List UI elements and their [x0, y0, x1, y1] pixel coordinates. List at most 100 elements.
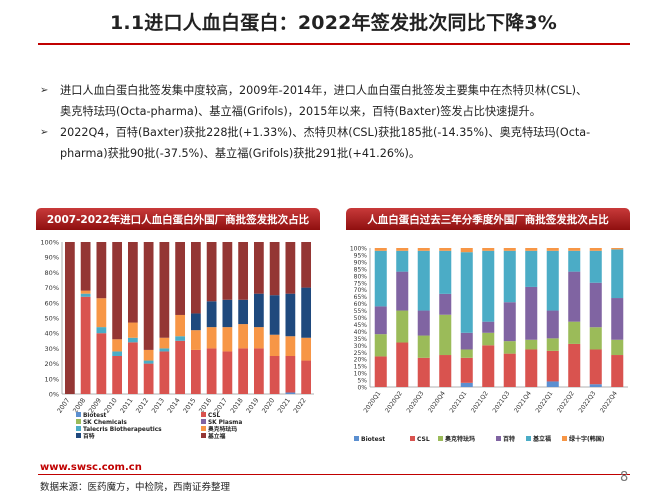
- bar-segment-基立福: [64, 242, 75, 394]
- bar-segment-百特: [190, 313, 201, 331]
- x-tick-label: 2022Q2: [556, 390, 576, 414]
- y-tick-label: 55%: [354, 308, 368, 315]
- bar-segment-基立福: [159, 242, 170, 338]
- bar-segment-biotest: [460, 382, 473, 387]
- y-tick-label: 30%: [45, 345, 59, 353]
- x-tick-label: 2012: [134, 397, 150, 415]
- y-tick-label: 85%: [354, 266, 368, 273]
- y-tick-label: 10%: [45, 375, 59, 383]
- x-tick-label: 2007: [55, 397, 71, 415]
- bar-segment-奥克特珐玛: [301, 337, 312, 361]
- bar-segment-talecris-biotherapeutics: [112, 351, 123, 356]
- y-tick-label: 20%: [45, 360, 59, 368]
- bullet-item-2: ➢ 2022Q4，百特(Baxter)获批228批(+1.33%)、杰特贝林(C…: [40, 122, 640, 164]
- bar-segment-基立福: [238, 242, 249, 300]
- bar-segment-奥克特珐玛: [253, 327, 264, 349]
- page-number: 8: [620, 470, 629, 485]
- chart-1-plot: 0%10%20%30%40%50%60%70%80%90%100%2007 200…: [40, 239, 314, 440]
- x-tick-label: 2019: [244, 397, 260, 415]
- y-tick-label: 40%: [45, 330, 59, 338]
- bar-segment-百特: [396, 271, 409, 311]
- bar-segment-csl: [374, 356, 387, 387]
- bar-segment-奥克特珐玛: [417, 335, 430, 358]
- bar-segment-csl: [568, 343, 581, 387]
- bar-segment-csl: [112, 356, 123, 394]
- bar-segment-奥克特珐玛: [503, 341, 516, 354]
- arrow-bullet-icon: ➢: [40, 127, 49, 138]
- legend-label: 基立福: [532, 435, 551, 443]
- bar-segment-talecris-biotherapeutics: [143, 360, 154, 364]
- bar-segment-基立福: [439, 250, 452, 294]
- y-tick-label: 80%: [45, 269, 59, 277]
- legend-label: CSL: [208, 413, 221, 419]
- bar-segment-talecris-biotherapeutics: [175, 336, 186, 341]
- y-tick-label: 10%: [354, 371, 368, 378]
- x-tick-label: 2020Q3: [406, 390, 426, 414]
- y-tick-label: 70%: [45, 284, 59, 292]
- bar-segment-talecris-biotherapeutics: [127, 337, 138, 343]
- y-tick-label: 25%: [354, 350, 368, 357]
- y-tick-label: 35%: [354, 336, 368, 343]
- y-tick-label: 40%: [354, 329, 368, 336]
- bar-segment-奥克特珐玛: [96, 298, 107, 328]
- bar-segment-奥克特珐玛: [374, 334, 387, 357]
- bar-segment-绿十字-韩国-: [611, 248, 624, 250]
- bar-segment-百特: [374, 306, 387, 335]
- bar-segment-基立福: [417, 250, 430, 311]
- arrow-bullet-icon: ➢: [40, 85, 49, 96]
- bar-segment-csl: [482, 345, 495, 387]
- x-tick-label: 2021Q3: [492, 390, 512, 414]
- bullet-text-1: 进口人血白蛋白批签发集中度较高，2009年-2014年，进口人血白蛋白批签发主要…: [60, 80, 640, 122]
- bar-segment-基立福: [222, 242, 233, 300]
- x-tick-label: 2020Q2: [384, 390, 404, 414]
- bar-segment-csl: [396, 342, 409, 387]
- bar-segment-奥克特珐玛: [175, 314, 186, 337]
- y-tick-label: 95%: [354, 252, 368, 259]
- bar-segment-奥克特珐玛: [190, 330, 201, 350]
- bar-segment-基立福: [589, 250, 602, 283]
- x-tick-label: 2009: [87, 397, 103, 415]
- y-tick-label: 45%: [354, 322, 368, 329]
- bar-segment-绿十字-韩国-: [503, 248, 516, 251]
- chart-annual-share: 2007-2022年进口人血白蛋白外国厂商批签发批次占比 0% 10% 20% 30%…: [36, 208, 320, 454]
- bar-segment-百特: [611, 298, 624, 340]
- legend-swatch: [201, 419, 206, 424]
- slide-title: 1.1进口人血白蛋白：2022年签发批次同比下降3%: [110, 11, 557, 34]
- bar-segment-基立福: [175, 242, 186, 315]
- chart-2-plot: 0%5%10%15%20%25%30%35%40%45%50%55%60%65%…: [350, 246, 628, 443]
- bar-segment-biotest: [589, 384, 602, 387]
- legend-label: 奥克特珐玛: [445, 435, 475, 443]
- x-tick-label: 2010: [103, 397, 119, 415]
- bar-segment-基立福: [611, 249, 624, 299]
- bar-segment-基立福: [396, 250, 409, 272]
- bar-segment-基立福: [525, 250, 538, 287]
- legend-label: SK Plasma: [208, 420, 242, 426]
- bar-segment-百特: [253, 293, 264, 328]
- bar-segment-奥克特珐玛: [112, 339, 123, 352]
- x-tick-label: 2020Q1: [363, 390, 383, 414]
- bullet-2-line-2: pharma)获批90批(-37.5%)、基立福(Grifols)获批291批(…: [60, 147, 421, 160]
- x-tick-label: 2017: [213, 397, 229, 415]
- y-tick-label: 0%: [357, 385, 367, 392]
- bar-segment-基立福: [269, 242, 280, 296]
- x-tick-label: 2022Q1: [535, 390, 555, 414]
- bar-segment-基立福: [301, 242, 312, 288]
- bar-segment-csl: [80, 296, 91, 394]
- y-tick-label: 90%: [45, 254, 59, 262]
- bar-segment-百特: [417, 310, 430, 336]
- bar-segment-奥克特珐玛: [238, 324, 249, 349]
- bullet-2-line-1: 2022Q4，百特(Baxter)获批228批(+1.33%)、杰特贝林(CSL…: [60, 126, 591, 139]
- bar-segment-基立福: [96, 242, 107, 299]
- legend-label: SK Chemicals: [83, 420, 127, 426]
- legend-label: CSL: [417, 436, 430, 443]
- footer-divider: [38, 474, 630, 475]
- bar-segment-talecris-biotherapeutics: [159, 348, 170, 352]
- x-tick-label: 2013: [150, 397, 166, 415]
- x-tick-label: 2016: [197, 397, 213, 415]
- bar-segment-绿十字-韩国-: [482, 248, 495, 251]
- bullet-list: ➢ 进口人血白蛋白批签发集中度较高，2009年-2014年，进口人血白蛋白批签发…: [40, 80, 640, 164]
- bar-segment-csl: [269, 356, 280, 394]
- legend-swatch: [526, 436, 531, 441]
- y-tick-label: 90%: [354, 259, 368, 266]
- x-tick-label: 2020Q4: [427, 390, 447, 414]
